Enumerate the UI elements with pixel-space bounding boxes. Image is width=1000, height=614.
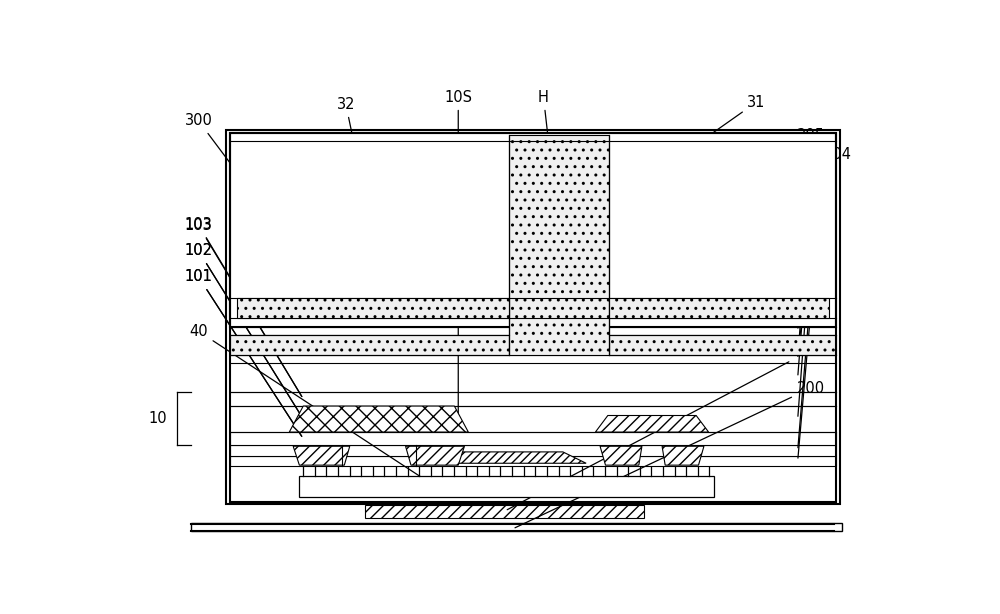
Text: 300: 300	[185, 114, 278, 227]
Bar	[230, 432, 836, 445]
Bar	[226, 130, 840, 504]
Text: H: H	[538, 90, 559, 231]
Text: 102: 102	[185, 244, 302, 417]
Polygon shape	[595, 416, 709, 432]
Bar	[230, 445, 836, 456]
Polygon shape	[289, 406, 468, 432]
Text: 203: 203	[797, 173, 825, 357]
Bar	[230, 456, 836, 466]
Polygon shape	[600, 446, 642, 465]
Text: 40: 40	[189, 324, 433, 484]
Bar	[191, 523, 842, 531]
Text: 103: 103	[185, 219, 302, 397]
Text: 202: 202	[797, 284, 825, 448]
Bar	[509, 135, 609, 355]
Bar	[609, 298, 829, 318]
Text: 101: 101	[185, 270, 302, 437]
Text: 10: 10	[148, 411, 167, 426]
Text: 101: 101	[185, 270, 302, 437]
Polygon shape	[662, 446, 704, 465]
Bar	[237, 298, 509, 318]
Text: 12: 12	[798, 236, 820, 416]
Text: 32: 32	[337, 97, 388, 305]
Text: 10S: 10S	[444, 90, 472, 416]
Text: 201: 201	[797, 303, 825, 458]
Text: 31: 31	[709, 95, 766, 136]
Polygon shape	[406, 446, 464, 465]
Bar	[365, 505, 644, 518]
Bar	[230, 335, 509, 355]
Polygon shape	[293, 446, 350, 465]
Bar	[230, 133, 836, 502]
Bar	[230, 133, 836, 327]
Text: 103: 103	[185, 217, 302, 397]
Text: 204: 204	[798, 147, 852, 343]
Bar	[609, 335, 836, 355]
Text: 2001: 2001	[507, 343, 830, 510]
Polygon shape	[420, 452, 586, 463]
Text: 205: 205	[797, 128, 825, 328]
Text: 102: 102	[185, 244, 302, 417]
Text: 200: 200	[515, 381, 825, 528]
Text: 21: 21	[798, 201, 820, 375]
Bar	[299, 475, 714, 497]
